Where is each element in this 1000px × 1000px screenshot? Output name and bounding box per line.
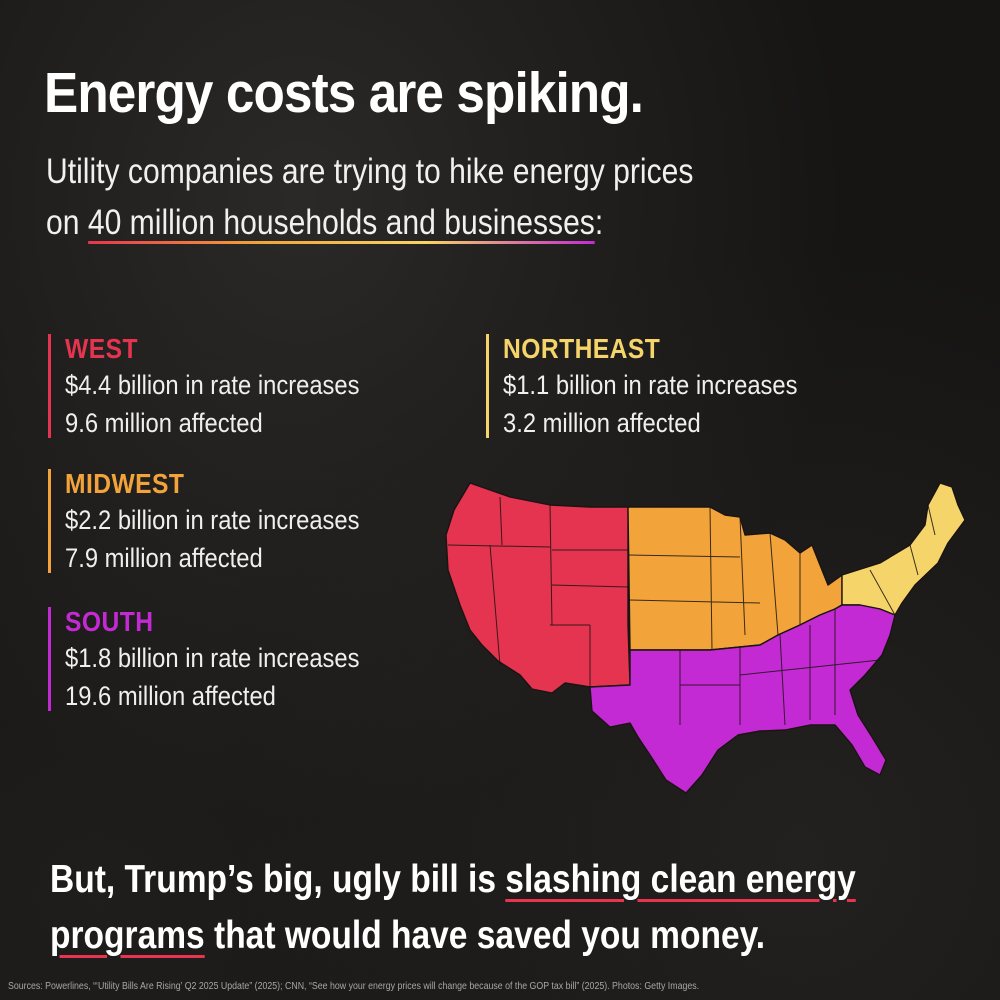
region-midwest-name: MIDWEST <box>65 468 185 499</box>
map-region-south <box>589 604 896 794</box>
region-northeast-affected: 3.2 million affected <box>503 408 701 438</box>
region-south-affected: 19.6 million affected <box>65 681 276 711</box>
subhead-highlight: 40 million households and businesses <box>87 203 595 244</box>
region-south: SOUTH $1.8 billion in rate increases 19.… <box>48 605 400 715</box>
region-west-name: WEST <box>65 333 138 364</box>
map-region-west <box>445 482 631 694</box>
closing-underline-2: programs <box>50 914 205 957</box>
region-south-name: SOUTH <box>65 606 154 637</box>
subhead-line-1: Utility companies are trying to hike ene… <box>46 152 694 191</box>
region-midwest-rate: $2.2 billion in rate increases <box>65 505 360 535</box>
region-west-affected: 9.6 million affected <box>65 408 263 438</box>
region-south-rate: $1.8 billion in rate increases <box>65 643 360 673</box>
closing-underline-1: slashing clean energy <box>505 858 856 901</box>
map-state-borders <box>447 496 936 726</box>
closing-part-2: that would have saved you money. <box>204 914 766 957</box>
region-northeast: NORTHEAST $1.1 billion in rate increases… <box>486 332 838 442</box>
map-region-northeast <box>841 482 966 616</box>
region-midwest-bar <box>48 469 51 573</box>
region-west: WEST $4.4 billion in rate increases 9.6 … <box>48 332 400 442</box>
us-region-map <box>445 482 966 794</box>
subhead-line-2-suffix: : <box>594 203 604 242</box>
region-northeast-bar <box>486 334 489 438</box>
region-south-bar <box>48 607 51 711</box>
subhead-line-2-prefix: on <box>46 203 88 242</box>
subhead: Utility companies are trying to hike ene… <box>46 146 693 248</box>
closing-statement: But, Trump’s big, ugly bill is slashing … <box>50 852 856 964</box>
closing-part-1: But, Trump’s big, ugly bill is <box>50 858 506 901</box>
region-midwest-affected: 7.9 million affected <box>65 543 263 573</box>
region-midwest: MIDWEST $2.2 billion in rate increases 7… <box>48 467 400 577</box>
sources-footnote: Sources: Powerlines, “‘Utility Bills Are… <box>8 981 700 992</box>
region-northeast-rate: $1.1 billion in rate increases <box>503 370 798 400</box>
region-west-bar <box>48 334 51 438</box>
region-west-rate: $4.4 billion in rate increases <box>65 370 360 400</box>
region-northeast-name: NORTHEAST <box>503 333 661 364</box>
headline: Energy costs are spiking. <box>44 61 644 125</box>
